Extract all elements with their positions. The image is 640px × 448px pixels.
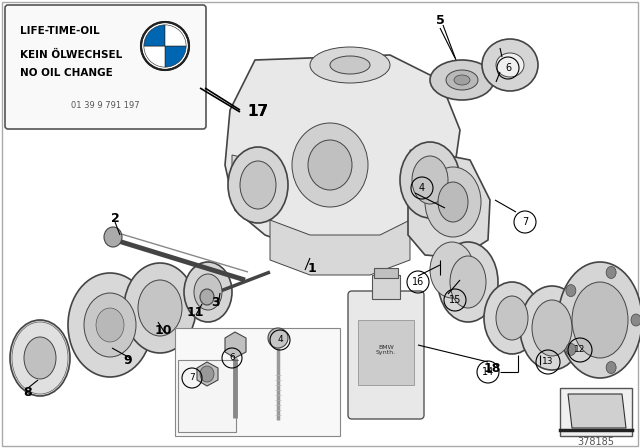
Bar bbox=[560, 388, 632, 436]
Ellipse shape bbox=[454, 75, 470, 85]
Ellipse shape bbox=[200, 289, 214, 305]
Polygon shape bbox=[232, 155, 280, 205]
Text: LIFE-TIME-OIL: LIFE-TIME-OIL bbox=[20, 26, 100, 36]
Text: 6: 6 bbox=[505, 63, 511, 73]
Ellipse shape bbox=[566, 284, 576, 297]
Text: 4: 4 bbox=[419, 183, 425, 193]
Polygon shape bbox=[225, 332, 246, 358]
Text: BMW
Synth.: BMW Synth. bbox=[376, 345, 396, 355]
Ellipse shape bbox=[496, 53, 524, 77]
Ellipse shape bbox=[330, 56, 370, 74]
Wedge shape bbox=[144, 46, 165, 67]
Text: 6: 6 bbox=[229, 353, 235, 362]
Ellipse shape bbox=[438, 242, 498, 322]
Polygon shape bbox=[568, 394, 626, 428]
Text: 17: 17 bbox=[248, 104, 269, 120]
Ellipse shape bbox=[631, 314, 640, 326]
Text: 10: 10 bbox=[154, 323, 172, 336]
Text: 12: 12 bbox=[574, 345, 586, 354]
Text: 18: 18 bbox=[483, 362, 500, 375]
FancyBboxPatch shape bbox=[5, 5, 206, 129]
Ellipse shape bbox=[482, 39, 538, 91]
Ellipse shape bbox=[446, 70, 478, 90]
Ellipse shape bbox=[566, 343, 576, 355]
Text: 9: 9 bbox=[124, 353, 132, 366]
Wedge shape bbox=[165, 25, 186, 46]
Ellipse shape bbox=[430, 242, 474, 298]
Text: 3: 3 bbox=[211, 296, 220, 309]
Ellipse shape bbox=[292, 123, 368, 207]
Ellipse shape bbox=[606, 267, 616, 279]
Ellipse shape bbox=[400, 142, 460, 218]
Ellipse shape bbox=[200, 366, 214, 382]
Wedge shape bbox=[165, 46, 186, 67]
Ellipse shape bbox=[138, 280, 182, 336]
Bar bbox=[374, 268, 398, 278]
Text: KEIN ÖLWECHSEL: KEIN ÖLWECHSEL bbox=[20, 50, 122, 60]
Polygon shape bbox=[225, 55, 460, 248]
Ellipse shape bbox=[24, 337, 56, 379]
Ellipse shape bbox=[572, 282, 628, 358]
Bar bbox=[358, 320, 414, 385]
Ellipse shape bbox=[194, 274, 222, 310]
Text: 15: 15 bbox=[449, 295, 461, 305]
Ellipse shape bbox=[606, 362, 616, 374]
Ellipse shape bbox=[124, 263, 196, 353]
Ellipse shape bbox=[425, 167, 481, 237]
Ellipse shape bbox=[68, 273, 152, 377]
Text: 16: 16 bbox=[412, 277, 424, 287]
Ellipse shape bbox=[308, 140, 352, 190]
Ellipse shape bbox=[532, 300, 572, 356]
Ellipse shape bbox=[184, 262, 232, 322]
Text: 7: 7 bbox=[189, 374, 195, 383]
Text: 4: 4 bbox=[277, 336, 283, 345]
Ellipse shape bbox=[12, 322, 68, 394]
Ellipse shape bbox=[558, 262, 640, 378]
Ellipse shape bbox=[484, 282, 540, 354]
Ellipse shape bbox=[450, 256, 486, 308]
Polygon shape bbox=[197, 362, 218, 386]
Text: 14: 14 bbox=[482, 367, 494, 377]
Circle shape bbox=[141, 22, 189, 70]
Wedge shape bbox=[144, 25, 165, 46]
Bar bbox=[175, 328, 340, 436]
FancyBboxPatch shape bbox=[348, 291, 424, 419]
Ellipse shape bbox=[104, 227, 122, 247]
Ellipse shape bbox=[412, 156, 448, 204]
Ellipse shape bbox=[240, 161, 276, 209]
Text: 13: 13 bbox=[542, 358, 554, 366]
Polygon shape bbox=[408, 150, 490, 258]
Text: 11: 11 bbox=[186, 306, 204, 319]
Text: 17: 17 bbox=[248, 104, 269, 120]
Polygon shape bbox=[408, 150, 455, 200]
Ellipse shape bbox=[10, 320, 70, 396]
Ellipse shape bbox=[268, 328, 288, 348]
Ellipse shape bbox=[96, 308, 124, 342]
Ellipse shape bbox=[84, 293, 136, 357]
Ellipse shape bbox=[496, 296, 528, 340]
Text: 5: 5 bbox=[436, 13, 444, 26]
Ellipse shape bbox=[520, 286, 584, 370]
Ellipse shape bbox=[438, 182, 468, 222]
Text: 2: 2 bbox=[111, 211, 120, 224]
Text: 8: 8 bbox=[24, 385, 32, 399]
Ellipse shape bbox=[430, 60, 494, 100]
Polygon shape bbox=[270, 220, 410, 275]
Ellipse shape bbox=[228, 147, 288, 223]
Bar bbox=[178, 360, 236, 432]
Bar bbox=[372, 275, 400, 299]
Text: 01 39 9 791 197: 01 39 9 791 197 bbox=[70, 101, 140, 110]
Text: 378185: 378185 bbox=[577, 437, 614, 447]
Text: NO OIL CHANGE: NO OIL CHANGE bbox=[20, 68, 113, 78]
Text: 7: 7 bbox=[522, 217, 528, 227]
Text: 1: 1 bbox=[308, 262, 316, 275]
Ellipse shape bbox=[310, 47, 390, 83]
